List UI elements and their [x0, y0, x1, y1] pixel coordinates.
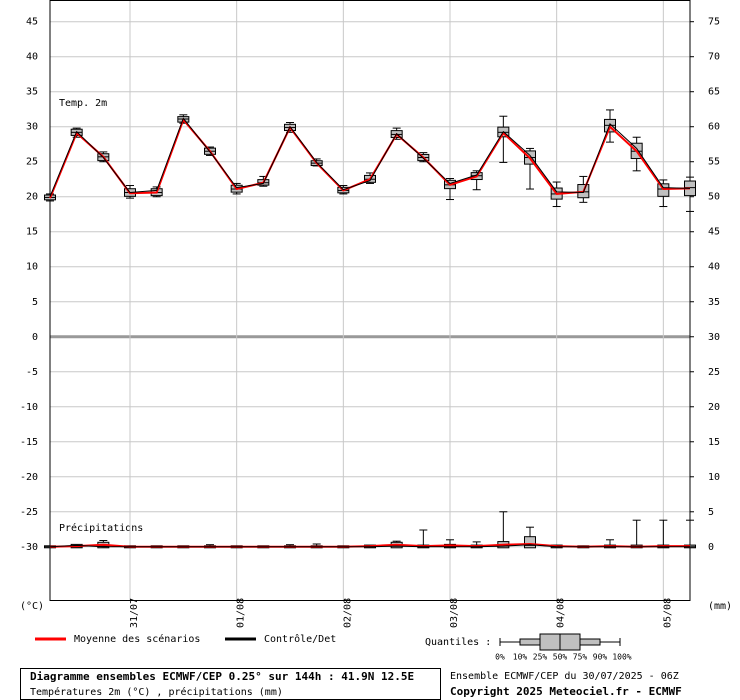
y-tick-label: 30 [26, 122, 38, 133]
y2-tick-label: 5 [708, 507, 714, 518]
y2-tick-label: 15 [708, 437, 720, 448]
x-tick-label: 31/07 [129, 598, 140, 628]
y-tick-label: -20 [20, 472, 38, 483]
footer-subtitle: Températures 2m (°C) , précipitations (m… [30, 686, 283, 698]
y-tick-label: -25 [20, 507, 38, 518]
y-tick-label: 25 [26, 157, 38, 168]
y-tick-label: 45 [26, 17, 38, 28]
y2-tick-label: 20 [708, 402, 720, 413]
y-unit: (°C) [20, 601, 44, 612]
x-tick-label: 01/08 [236, 598, 247, 628]
footer-run: Ensemble ECMWF/CEP du 30/07/2025 - 06Z [450, 671, 679, 682]
series-line [49, 544, 690, 548]
y-tick-label: -30 [20, 542, 38, 553]
y2-tick-label: 25 [708, 367, 720, 378]
quantile-key [499, 633, 621, 651]
plot-frame [49, 0, 691, 601]
box-body [657, 183, 670, 197]
x-tick-label: 04/08 [556, 598, 567, 628]
quantile-key-label: Quantiles : [425, 637, 491, 648]
quantile-key-tick: 75% [573, 653, 588, 662]
y2-tick-label: 75 [708, 17, 720, 28]
y-tick-label: 0 [32, 332, 38, 343]
box-body [524, 536, 536, 549]
y2-tick-label: 65 [708, 87, 720, 98]
quantile-key-tick: 0% [495, 653, 505, 662]
y2-unit: (mm) [708, 601, 732, 612]
quantile-key-tick: 25% [533, 653, 548, 662]
quantile-key-tick: 50% [553, 653, 568, 662]
y2-tick-label: 45 [708, 227, 720, 238]
y2-tick-label: 40 [708, 262, 720, 273]
y2-tick-label: 30 [708, 332, 720, 343]
y-tick-label: 40 [26, 52, 38, 63]
y2-tick-label: 60 [708, 122, 720, 133]
y-tick-label: 35 [26, 87, 38, 98]
y-tick-label: 5 [32, 297, 38, 308]
panel-label: Précipitations [59, 522, 143, 534]
y-tick-label: -5 [26, 367, 38, 378]
quantile-key-tick: 10% [513, 653, 528, 662]
x-tick-label: 03/08 [449, 598, 460, 628]
y-tick-label: -10 [20, 402, 38, 413]
series-line [49, 117, 691, 197]
y-tick-label: 10 [26, 262, 38, 273]
footer-title: Diagramme ensembles ECMWF/CEP 0.25° sur … [30, 670, 414, 683]
y-tick-label: 20 [26, 192, 38, 203]
y2-tick-label: 10 [708, 472, 720, 483]
x-tick-label: 02/08 [342, 598, 353, 628]
y2-tick-label: 35 [708, 297, 720, 308]
legend-label: Contrôle/Det [264, 633, 336, 645]
footer-copyright: Copyright 2025 Meteociel.fr - ECMWF [450, 685, 682, 698]
y2-tick-label: 55 [708, 157, 720, 168]
y2-tick-label: 0 [708, 542, 714, 553]
y2-tick-label: 70 [708, 52, 720, 63]
legend-label: Moyenne des scénarios [74, 633, 200, 645]
quantile-key-tick: 100% [612, 653, 631, 662]
quantile-key-tick: 90% [593, 653, 608, 662]
y-tick-label: -15 [20, 437, 38, 448]
x-tick-label: 05/08 [662, 598, 673, 628]
y2-tick-label: 50 [708, 192, 720, 203]
panel-label: Temp. 2m [59, 98, 107, 109]
box [657, 179, 670, 208]
y-tick-label: 15 [26, 227, 38, 238]
